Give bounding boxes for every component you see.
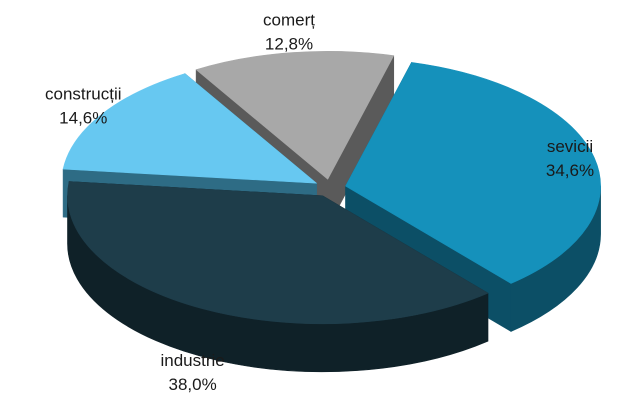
pie-slice-sevicii <box>345 62 601 284</box>
pie-slice-industrie <box>67 181 489 325</box>
slice-label-sevicii: sevicii <box>547 137 593 156</box>
pie-slice-comert <box>195 50 395 180</box>
pie-label-layer: sevicii 34,6% industrie 38,0% construcții 14,… <box>45 11 594 394</box>
slice-value-comert: 12,8% <box>265 35 313 54</box>
slice-value-constructii: 14,6% <box>59 109 107 128</box>
pie-top-layer <box>62 50 601 325</box>
slice-label-constructii: construcții <box>45 85 122 104</box>
pie-slice-constructii <box>62 73 317 184</box>
slice-value-industrie: 38,0% <box>169 375 217 394</box>
slice-value-sevicii: 34,6% <box>546 161 594 180</box>
slice-label-comert: comerț <box>263 11 315 30</box>
slice-label-industrie: industrie <box>160 351 224 370</box>
